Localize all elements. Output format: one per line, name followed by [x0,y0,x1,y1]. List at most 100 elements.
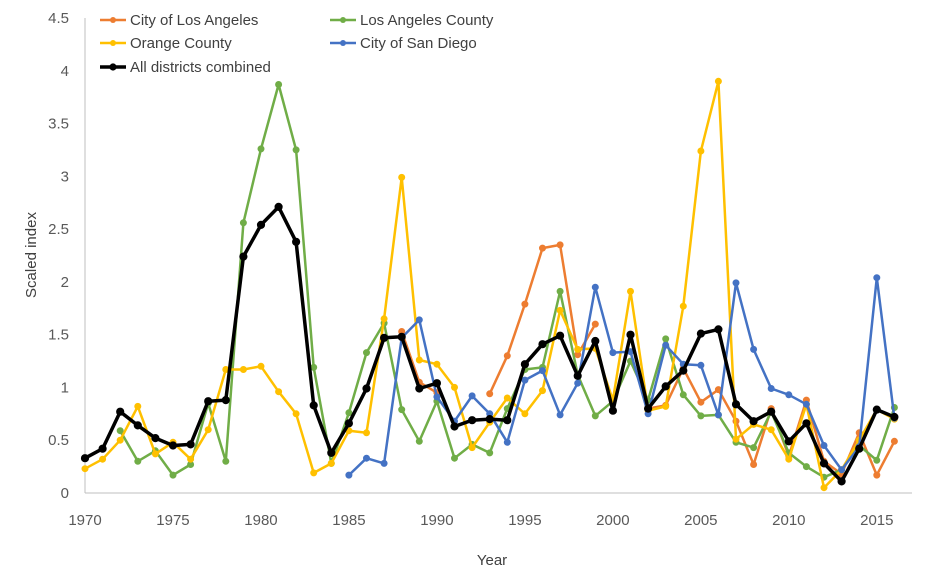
data-point [116,427,124,435]
y-tick-label: 4.5 [48,10,69,27]
data-point [134,402,142,410]
data-point [890,437,898,445]
data-point [81,465,89,473]
data-point [503,394,511,402]
data-point [486,449,494,457]
data-point [468,392,476,400]
data-point [521,410,529,418]
x-tick-label: 1975 [156,512,189,529]
legend-swatch-marker [110,40,116,46]
data-point [503,438,511,446]
x-tick-label: 1995 [508,512,541,529]
data-point [275,81,283,88]
legend-swatch-marker [340,17,346,23]
data-point [802,463,810,471]
data-point [415,384,424,393]
data-point [556,331,565,340]
data-point [99,455,107,463]
data-point [363,349,370,357]
data-point [134,457,142,465]
data-point [221,396,230,405]
x-tick-label: 1985 [332,512,365,529]
data-point [820,442,828,449]
data-point [362,384,371,393]
data-point [662,402,670,410]
data-point [767,385,775,392]
series-2 [81,77,898,492]
data-point [556,241,564,249]
data-point [802,419,811,428]
data-point [503,352,511,360]
data-point [767,407,776,416]
y-axis-title: Scaled index [23,212,40,298]
data-point [697,398,705,406]
y-tick-label: 3.5 [48,116,69,133]
data-point [415,316,423,324]
legend-label: City of San Diego [360,35,477,52]
data-point [714,411,722,419]
tick-labels: 1970 1975 1980 1985 1990 1995 2000 2005 2010 2015… [48,10,893,529]
data-point [539,244,546,252]
data-point [697,147,705,155]
data-point [327,459,335,467]
data-point [749,417,758,426]
data-point [239,366,247,373]
data-point [802,400,810,408]
legend-swatch-marker [109,63,117,71]
x-axis-title: Year [477,552,507,569]
data-point [627,287,634,295]
data-point [116,436,124,444]
data-point [556,306,564,314]
data-point [662,341,670,349]
data-point [274,202,283,211]
data-point [662,335,670,343]
data-point [838,466,846,474]
axes [84,18,912,494]
data-point [133,421,142,430]
data-point [591,336,600,346]
data-point [784,437,793,446]
data-point [257,145,265,153]
data-series [80,77,899,492]
x-tick-label: 1980 [244,512,277,529]
data-point [574,379,582,387]
data-point [380,315,388,323]
data-point [433,360,441,368]
data-point [591,412,599,420]
legend-item: City of San Diego [330,35,477,52]
data-point [890,412,899,422]
data-point [750,461,758,468]
data-point [397,332,406,341]
data-point [292,146,300,154]
data-point [204,426,212,434]
data-point [679,391,687,399]
data-point [451,454,458,462]
data-point [204,397,213,406]
data-point [661,382,670,391]
data-point [169,471,177,479]
data-point [151,434,160,443]
y-tick-label: 0.5 [48,432,69,449]
data-point [450,422,459,431]
data-point [820,484,828,492]
data-point [363,429,370,437]
legend-item: City of Los Angeles [100,12,258,29]
data-point [714,325,723,334]
data-point [591,320,599,328]
legend-item: All districts combined [100,59,271,76]
data-point [609,349,617,357]
x-tick-label: 2000 [596,512,629,529]
data-point [679,302,687,310]
legend-swatch-marker [110,17,116,23]
data-point [538,340,547,349]
data-point [292,410,300,418]
data-point [380,333,389,342]
data-point [222,457,230,465]
data-point [696,329,706,338]
data-point [468,416,477,425]
data-point [837,477,846,486]
series-line [646,367,896,477]
data-point [344,419,353,428]
data-point [275,388,283,396]
